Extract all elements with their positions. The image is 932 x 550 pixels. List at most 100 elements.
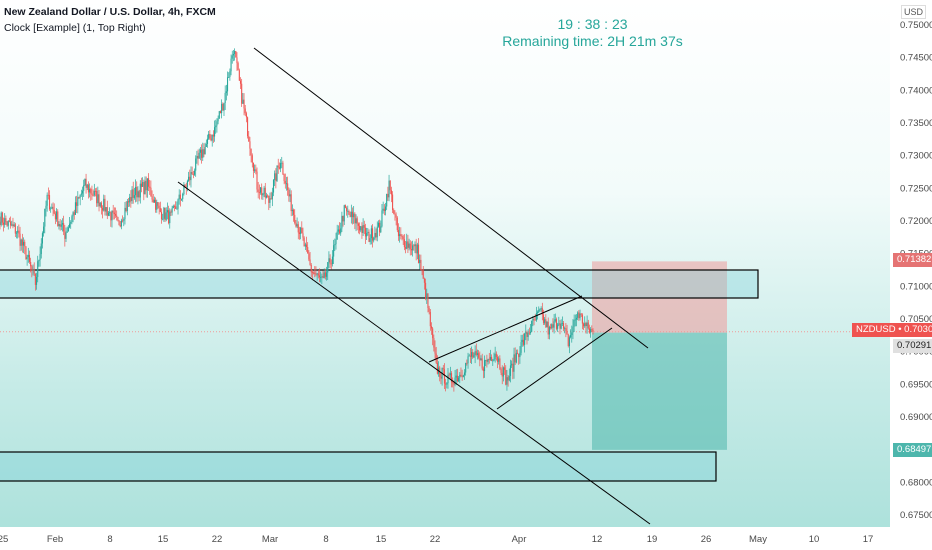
candle [26, 254, 28, 266]
candle-body [231, 55, 233, 59]
candle-body [150, 187, 152, 197]
candle [18, 224, 20, 238]
candle-body [501, 372, 503, 377]
candle-body [529, 331, 532, 333]
candle [337, 225, 339, 235]
candle [218, 110, 220, 120]
candle-body [492, 360, 494, 362]
candle [130, 190, 132, 208]
candle [560, 319, 562, 330]
candle-body [32, 269, 34, 271]
candle-body [317, 273, 319, 276]
candle [144, 176, 146, 195]
y-tick-label: 0.74000 [900, 85, 932, 96]
candle [383, 204, 385, 216]
candle [584, 316, 586, 328]
candle-body [471, 352, 473, 357]
candle-body [274, 173, 276, 180]
candle-body [177, 199, 179, 209]
candle [574, 314, 576, 327]
candle-body [323, 272, 325, 279]
candle-body [537, 311, 539, 314]
candle-body [258, 191, 260, 193]
candle-body [209, 134, 211, 139]
candle-body [527, 332, 529, 337]
candle [555, 317, 558, 331]
candle [104, 195, 106, 216]
candle-body [185, 186, 187, 188]
candle-body [247, 117, 249, 137]
candle-body [432, 328, 434, 339]
candle [311, 269, 313, 281]
candle [223, 102, 225, 117]
candle-body [375, 232, 377, 238]
candle-body [532, 318, 534, 321]
candle-body [377, 222, 379, 227]
candle [24, 239, 26, 255]
candle [333, 239, 335, 264]
candle-body [123, 219, 125, 221]
candle-body [48, 195, 51, 210]
candle-body [263, 187, 265, 194]
candle-body [346, 207, 348, 212]
candle-body [309, 259, 311, 265]
candle-body [109, 212, 111, 214]
candle-body [113, 212, 115, 215]
candle [47, 187, 49, 200]
candle-body [541, 308, 543, 315]
candle [433, 334, 435, 352]
candle-body [379, 222, 381, 233]
candle [289, 188, 291, 203]
candle [561, 316, 563, 326]
candle [23, 237, 25, 254]
candle-body [224, 93, 226, 104]
candle [44, 208, 46, 234]
candle [323, 268, 325, 279]
candle-body [241, 83, 243, 104]
candle-body [343, 205, 345, 222]
candle-body [15, 232, 18, 234]
candle [147, 173, 150, 192]
candle-body [163, 207, 165, 219]
candle-body [41, 233, 43, 244]
trendlines-layer [177, 47, 651, 525]
candle [485, 359, 487, 367]
candle [334, 238, 336, 252]
candle-body [494, 353, 496, 360]
candle [153, 196, 155, 203]
candle [392, 191, 394, 214]
candle-body [119, 225, 121, 227]
candle-body [269, 198, 271, 203]
candle-body [521, 339, 523, 343]
candle-body [58, 224, 60, 227]
channel-upper-trendline [253, 47, 649, 349]
candle [202, 142, 204, 161]
candle-body [300, 227, 302, 234]
candle [53, 203, 55, 215]
candle [308, 250, 310, 262]
currency-label[interactable]: USD [901, 5, 927, 19]
candle-body [61, 223, 64, 225]
candle [449, 366, 451, 380]
candle [45, 200, 47, 217]
price-tag-lower: 0.68497 [893, 443, 932, 457]
x-tick-label: 22 [212, 534, 223, 545]
candle-body [320, 277, 322, 278]
candle [79, 194, 81, 206]
candle [565, 323, 567, 338]
candle [546, 321, 548, 328]
candle-body [383, 208, 385, 211]
candle-body [193, 170, 196, 175]
candle [84, 178, 86, 187]
candle [263, 185, 265, 197]
candle-body [513, 354, 515, 372]
candle [505, 365, 507, 386]
candle-body [395, 214, 397, 218]
candle [146, 178, 148, 198]
candle [550, 323, 552, 330]
candle [247, 116, 249, 139]
candle [430, 322, 433, 335]
candle-body [254, 169, 256, 171]
candle [369, 234, 371, 245]
